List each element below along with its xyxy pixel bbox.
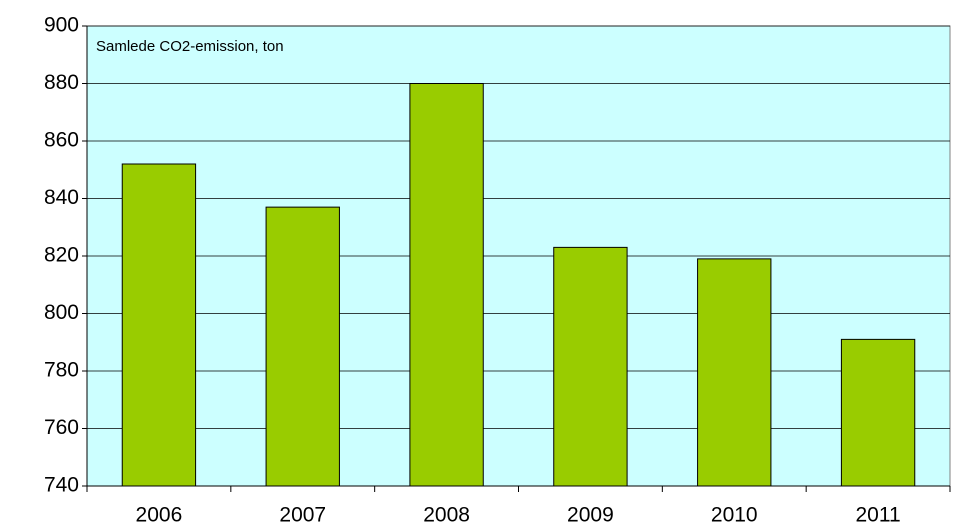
x-tick-label: 2010 <box>711 504 758 527</box>
bar <box>121 163 197 487</box>
x-tick-label: 2007 <box>279 504 326 527</box>
bar <box>553 246 628 487</box>
y-tick-label: 840 <box>44 186 79 209</box>
x-tick-label: 2009 <box>567 504 614 527</box>
x-tick-label: 2008 <box>423 504 470 527</box>
y-tick-label: 880 <box>44 71 79 94</box>
bar <box>265 206 340 487</box>
chart-title: Samlede CO2-emission, ton <box>96 38 284 55</box>
bar <box>697 258 772 487</box>
y-tick-label: 780 <box>44 359 79 382</box>
bar <box>409 83 484 487</box>
y-tick-label: 800 <box>44 301 79 324</box>
y-tick-label: 760 <box>44 416 79 439</box>
y-tick-label: 820 <box>44 244 79 267</box>
y-tick-label: 860 <box>44 129 79 152</box>
y-tick-label: 740 <box>44 474 79 497</box>
bar <box>840 338 916 487</box>
y-tick-label: 900 <box>44 14 79 37</box>
x-tick-label: 2006 <box>136 504 183 527</box>
x-tick-label: 2011 <box>855 504 900 527</box>
